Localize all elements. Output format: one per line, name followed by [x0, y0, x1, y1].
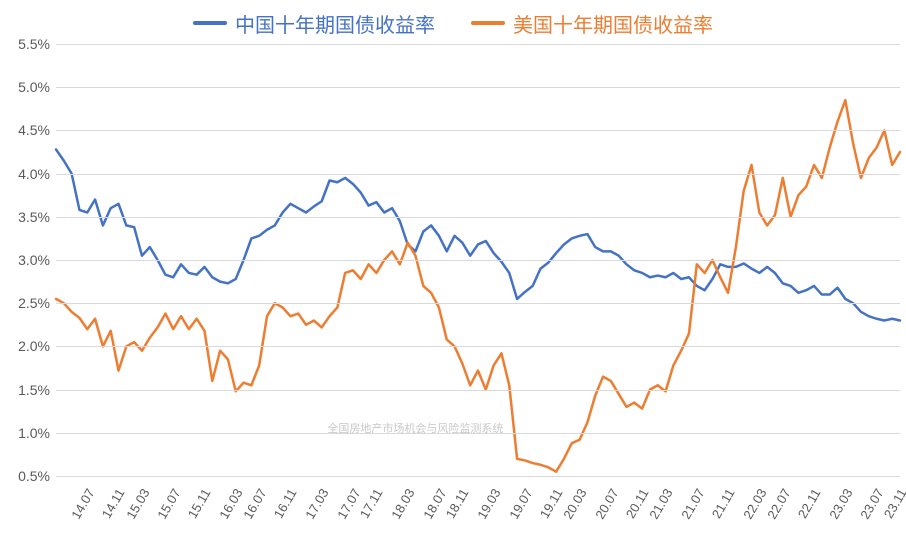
- x-axis-label: 21.03: [647, 486, 676, 522]
- y-axis-label: 3.0%: [8, 252, 50, 268]
- x-axis-label: 17.03: [303, 486, 332, 522]
- x-axis-label: 16.03: [217, 486, 246, 522]
- y-gridline: [56, 130, 900, 131]
- x-axis-label: 14.07: [68, 486, 97, 522]
- x-axis-label: 18.03: [389, 486, 418, 522]
- x-axis-label: 19.07: [506, 486, 535, 522]
- legend-item-china: 中国十年期国债收益率: [193, 9, 435, 38]
- x-axis-label: 22.11: [795, 486, 824, 521]
- x-axis-label: 16.07: [240, 486, 269, 522]
- x-axis-label: 22.07: [764, 486, 793, 522]
- y-axis-label: 3.5%: [8, 209, 50, 225]
- y-axis-label: 4.5%: [8, 122, 50, 138]
- x-axis-label: 23.07: [858, 486, 887, 522]
- x-axis-label: 15.03: [123, 486, 152, 522]
- y-axis-label: 4.0%: [8, 166, 50, 182]
- x-axis-label: 19.11: [537, 486, 566, 521]
- plot-area: [56, 44, 900, 476]
- x-axis-label: 23.11: [881, 486, 906, 521]
- x-axis-label: 18.07: [420, 486, 449, 522]
- y-axis-label: 2.5%: [8, 295, 50, 311]
- y-gridline: [56, 260, 900, 261]
- y-gridline: [56, 87, 900, 88]
- legend-label-china: 中国十年期国债收益率: [235, 9, 435, 38]
- y-axis-label: 0.5%: [8, 468, 50, 484]
- y-gridline: [56, 217, 900, 218]
- legend-item-us: 美国十年期国债收益率: [471, 9, 713, 38]
- x-axis-label: 17.07: [334, 486, 363, 522]
- x-axis-label: 20.11: [623, 486, 652, 521]
- series-line-china: [56, 149, 900, 320]
- x-axis-label: 15.11: [185, 486, 214, 521]
- y-gridline: [56, 476, 900, 477]
- y-axis-label: 1.5%: [8, 382, 50, 398]
- legend-swatch-china: [193, 21, 227, 25]
- y-gridline: [56, 303, 900, 304]
- y-gridline: [56, 346, 900, 347]
- legend-swatch-us: [471, 21, 505, 25]
- y-axis-label: 2.0%: [8, 338, 50, 354]
- x-axis-label: 19.03: [475, 486, 504, 522]
- x-axis-label: 20.03: [561, 486, 590, 522]
- y-gridline: [56, 44, 900, 45]
- y-gridline: [56, 174, 900, 175]
- y-axis-label: 5.0%: [8, 79, 50, 95]
- x-axis-label: 15.07: [154, 486, 183, 522]
- x-axis-label: 23.03: [826, 486, 855, 522]
- x-axis-label: 21.07: [678, 486, 707, 522]
- x-axis-label: 14.11: [99, 486, 128, 521]
- legend-label-us: 美国十年期国债收益率: [513, 9, 713, 38]
- y-axis-label: 1.0%: [8, 425, 50, 441]
- y-gridline: [56, 433, 900, 434]
- x-axis-label: 20.07: [592, 486, 621, 522]
- x-axis-label: 22.03: [740, 486, 769, 522]
- chart-legend: 中国十年期国债收益率 美国十年期国债收益率: [0, 8, 906, 38]
- bond-yield-chart: 中国十年期国债收益率美国十年期国债收益率 全国房地产市场机会与风险监测系统 0.…: [0, 0, 906, 549]
- y-axis-label: 5.5%: [8, 36, 50, 52]
- x-axis-label: 16.11: [271, 486, 300, 521]
- y-gridline: [56, 390, 900, 391]
- series-line-us: [56, 100, 900, 472]
- x-axis-label: 21.11: [709, 486, 738, 521]
